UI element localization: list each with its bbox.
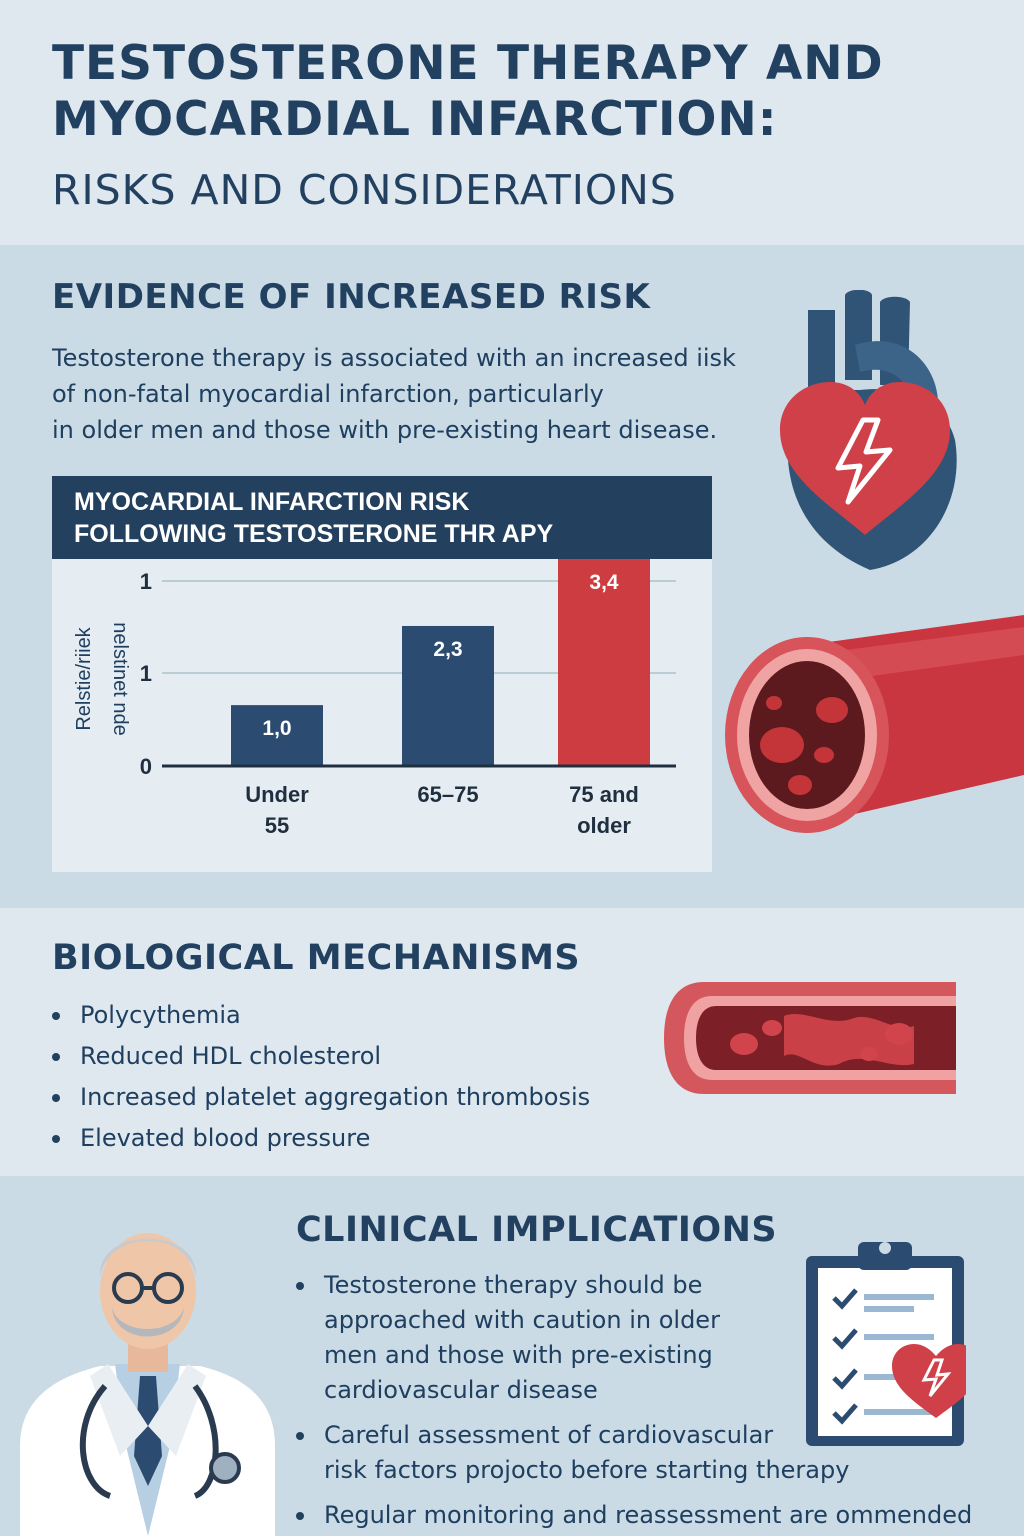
- evidence-text-line: in older men and those with pre-existing…: [52, 416, 718, 444]
- evidence-heading: EVIDENCE OF INCREASED RISK: [52, 277, 651, 317]
- bar: [402, 625, 494, 766]
- chart-header: MYOCARDIAL INFARCTION RISK FOLLOWING TES…: [52, 476, 712, 559]
- mechanisms-list: Polycythemia Reduced HDL cholesterol Inc…: [52, 998, 590, 1162]
- page-title: TESTOSTERONE THERAPY AND MYOCARDIAL INFA…: [52, 36, 884, 148]
- clipboard-icon: [806, 1242, 966, 1446]
- y-tick-label: 1: [140, 661, 152, 686]
- list-item: Careful assessment of cardiovascular ris…: [296, 1418, 972, 1488]
- page-subtitle: RISKS AND CONSIDERATIONS: [52, 166, 677, 214]
- bullet-icon: [296, 1432, 304, 1440]
- chart-title-line: MYOCARDIAL INFARCTION RISK: [74, 488, 470, 516]
- list-item: Increased platelet aggregation thrombosi…: [52, 1080, 590, 1121]
- bar-value-label: 3,4: [589, 571, 619, 594]
- chart-title-line: FOLLOWING TESTOSTERONE THR APY: [74, 520, 554, 548]
- clinical-section: CLINICAL IMPLICATIONS Testosterone thera…: [0, 1176, 1024, 1536]
- bar-value-label: 2,3: [433, 638, 462, 661]
- list-item: Reduced HDL cholesterol: [52, 1039, 590, 1080]
- list-item-text: men and those with pre-existing: [324, 1341, 713, 1369]
- x-tick-label: 75 and: [569, 782, 639, 807]
- list-item-text: Increased platelet aggregation thrombosi…: [80, 1083, 591, 1111]
- list-item-text: Polycythemia: [80, 1001, 241, 1029]
- evidence-text: Testosterone therapy is associated with …: [52, 340, 736, 448]
- list-item-text: Elevated blood pressure: [80, 1124, 371, 1152]
- mechanisms-section: BIOLOGICAL MECHANISMS Polycythemia Reduc…: [0, 908, 1024, 1176]
- evidence-text-line: Testosterone therapy is associated with …: [52, 344, 736, 372]
- list-item: Polycythemia: [52, 998, 590, 1039]
- x-tick-label: 65–75: [417, 782, 478, 807]
- mechanisms-heading: BIOLOGICAL MECHANISMS: [52, 938, 581, 978]
- bar: [558, 559, 650, 766]
- chart-plot: 0 1 1 Relstie/riiek nelstinet nde 1,0 Under 55 2…: [73, 559, 676, 838]
- evidence-section: EVIDENCE OF INCREASED RISK Testosterone …: [0, 245, 1024, 908]
- clinical-list: Testosterone therapy should be approache…: [296, 1268, 972, 1533]
- y-tick-label: 0: [140, 754, 152, 779]
- y-tick-label: 1: [140, 569, 152, 594]
- title-line-1: TESTOSTERONE THERAPY AND: [52, 36, 884, 91]
- bullet-icon: [296, 1282, 304, 1290]
- heart-icon: [780, 290, 957, 570]
- list-item: Elevated blood pressure: [52, 1121, 590, 1162]
- title-section: TESTOSTERONE THERAPY AND MYOCARDIAL INFA…: [0, 0, 1024, 245]
- list-item: Regular monitoring and reassessment are …: [296, 1498, 972, 1533]
- artery-icon: [725, 615, 1024, 833]
- risk-chart: MYOCARDIAL INFARCTION RISK FOLLOWING TES…: [52, 476, 712, 872]
- list-item-text: Regular monitoring and reassessment are …: [324, 1501, 973, 1529]
- bar: [231, 705, 323, 766]
- list-item-text: risk factors projocto before starting th…: [324, 1456, 850, 1484]
- bullet-icon: [52, 1012, 60, 1020]
- list-item-text: Reduced HDL cholesterol: [80, 1042, 382, 1070]
- bullet-icon: [52, 1135, 60, 1143]
- list-item-text: cardiovascular disease: [324, 1376, 598, 1404]
- bar-value-label: 1,0: [262, 717, 291, 740]
- bullet-icon: [52, 1094, 60, 1102]
- y-axis-label: nelstinet nde: [109, 622, 131, 735]
- doctor-icon: [20, 1233, 275, 1536]
- chart-title: MYOCARDIAL INFARCTION RISK FOLLOWING TES…: [74, 486, 553, 550]
- x-tick-label: 55: [265, 813, 289, 838]
- list-item: Testosterone therapy should be approache…: [296, 1268, 972, 1408]
- clinical-heading: CLINICAL IMPLICATIONS: [296, 1210, 778, 1250]
- bullet-icon: [52, 1053, 60, 1061]
- evidence-text-line: of non-fatal myocardial infarction, part…: [52, 380, 604, 408]
- x-tick-label: Under: [245, 782, 309, 807]
- bullet-icon: [296, 1512, 304, 1520]
- list-item-text: Careful assessment of cardiovascular: [324, 1421, 774, 1449]
- list-item-text: Testosterone therapy should be: [324, 1271, 703, 1299]
- title-line-2: MYOCARDIAL INFARCTION:: [52, 92, 778, 147]
- blood-vessel-icon: [664, 982, 956, 1094]
- list-item-text: approached with caution in older: [324, 1306, 720, 1334]
- y-axis-label: Relstie/riiek: [73, 626, 95, 730]
- x-tick-label: older: [577, 813, 631, 838]
